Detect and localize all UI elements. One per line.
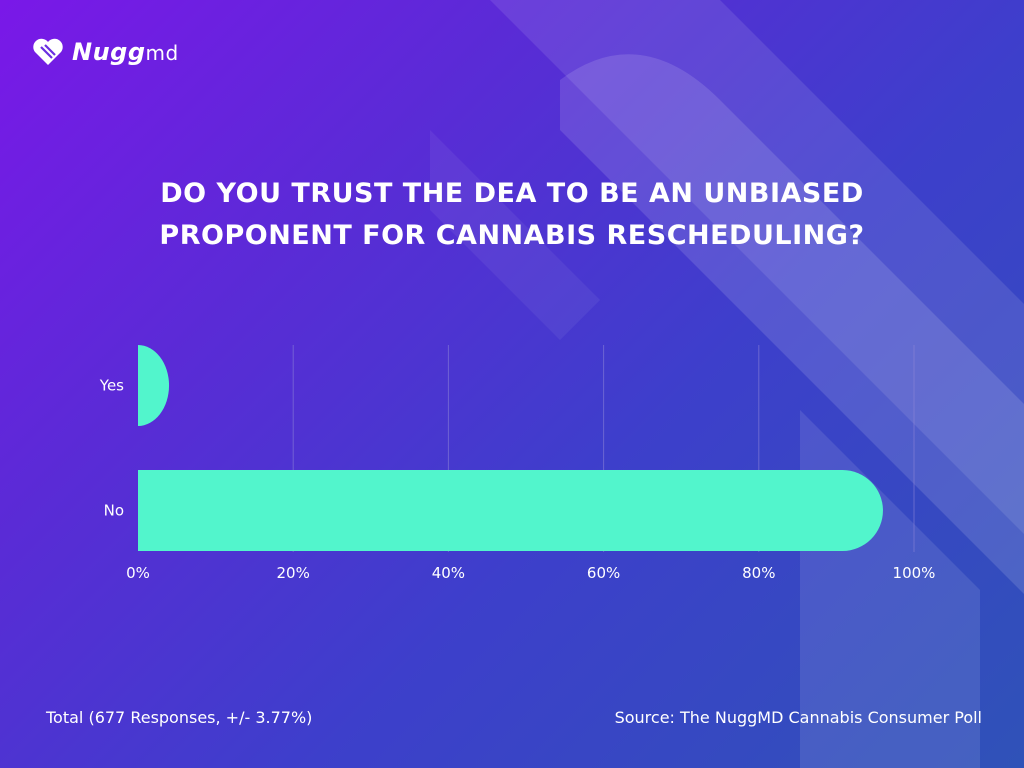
source-note: Source: The NuggMD Cannabis Consumer Pol… — [614, 708, 982, 727]
bar-no — [138, 470, 883, 551]
logo-text: Nuggmd — [72, 38, 179, 66]
total-responses-note: Total (677 Responses, +/- 3.77%) — [46, 708, 313, 727]
category-label: No — [104, 502, 124, 520]
x-tick-label: 20% — [277, 564, 310, 582]
x-tick-label: 60% — [587, 564, 620, 582]
bar-yes — [138, 345, 170, 426]
x-tick-label: 40% — [432, 564, 465, 582]
heart-logo-icon — [33, 38, 63, 65]
x-tick-label: 100% — [893, 564, 936, 582]
nuggmd-logo: Nuggmd — [32, 38, 179, 66]
x-tick-label: 80% — [742, 564, 775, 582]
x-tick-label: 0% — [126, 564, 150, 582]
chart-title: DO YOU TRUST THE DEA TO BE AN UNBIASED P… — [159, 178, 865, 251]
category-label: Yes — [99, 377, 124, 395]
